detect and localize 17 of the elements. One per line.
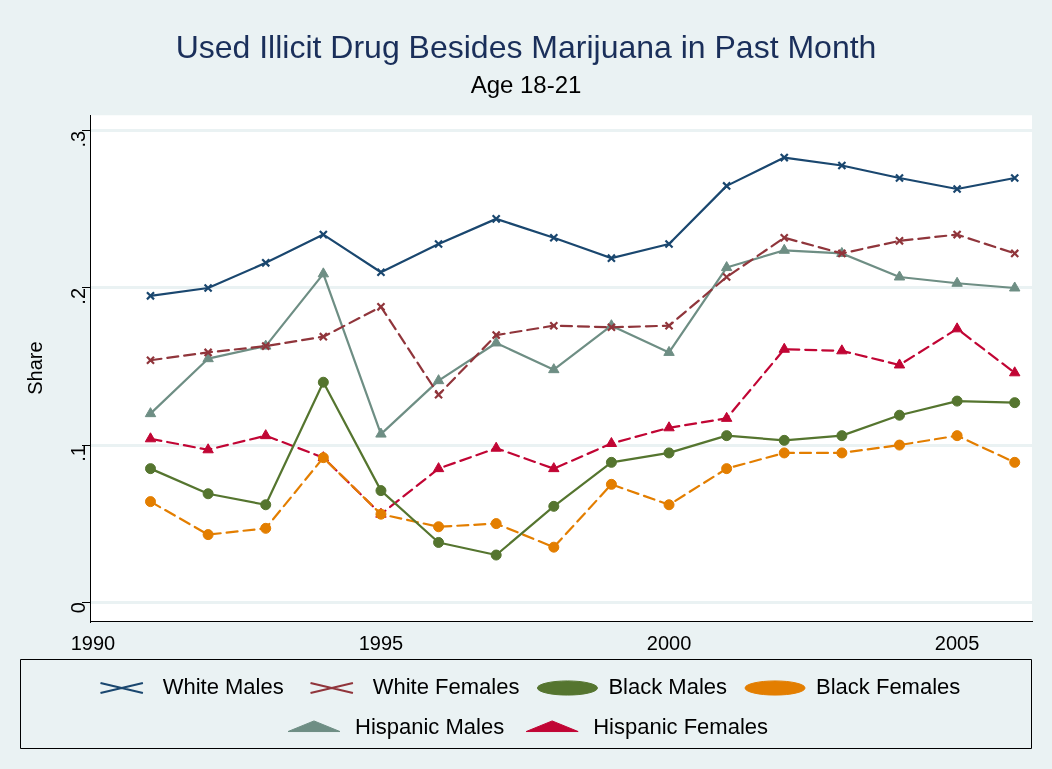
chart-title: Used Illicit Drug Besides Marijuana in Past Month	[175, 29, 877, 66]
y-tick-label: 0	[66, 602, 89, 614]
chart-subtitle: Age 18-21	[470, 71, 582, 99]
y-axis-title: Share	[23, 341, 46, 395]
legend-label: White Males	[162, 674, 284, 700]
legend-label: Hispanic Females	[593, 714, 769, 740]
x-tick-label: 2005	[934, 631, 980, 654]
x-tick-label: 1995	[358, 631, 404, 654]
y-tick-label: .3	[66, 130, 89, 148]
legend-label: Black Females	[816, 674, 961, 700]
legend-label: Hispanic Males	[355, 714, 505, 740]
x-tick-label: 2000	[646, 631, 692, 654]
y-tick-label: .2	[66, 287, 89, 305]
legend-label: Black Males	[608, 674, 728, 700]
x-tick-label: 1990	[70, 631, 116, 654]
legend-label: White Females	[372, 674, 520, 700]
y-tick-label: .1	[66, 445, 89, 462]
